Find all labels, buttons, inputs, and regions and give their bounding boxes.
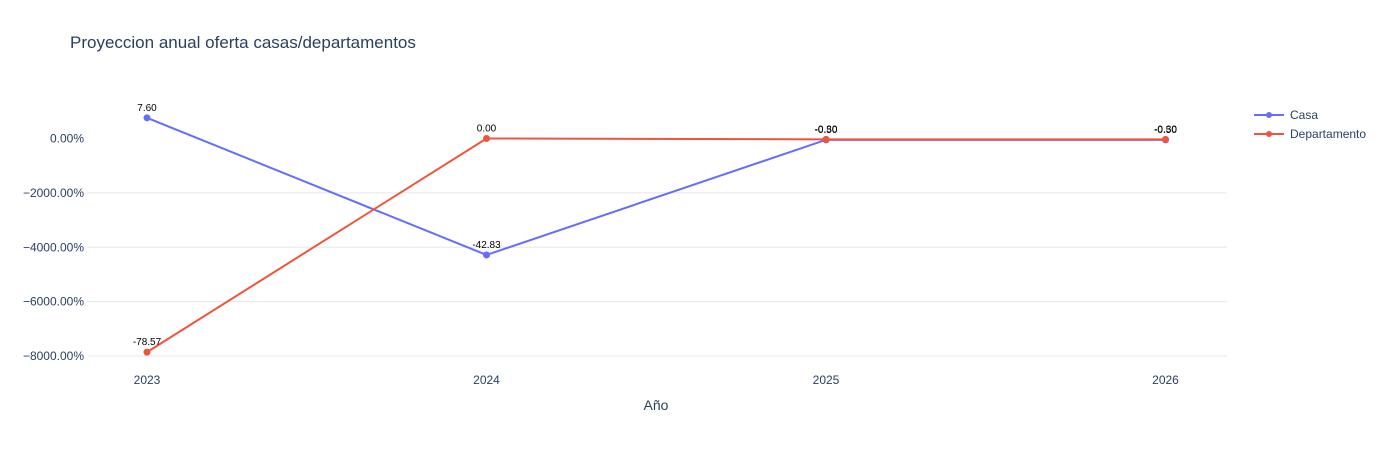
data-point[interactable] [143, 348, 151, 356]
data-label: -0.30 [815, 124, 838, 135]
x-axis-label: Año [644, 397, 669, 413]
data-label: 0.00 [477, 124, 497, 135]
legend-item-casa[interactable]: Casa [1254, 108, 1318, 122]
data-label: -0.30 [1154, 124, 1177, 135]
data-point[interactable] [143, 114, 151, 122]
chart-title: Proyeccion anual oferta casas/departamen… [70, 33, 416, 52]
legend-item-departamento[interactable]: Departamento [1254, 127, 1366, 141]
y-tick-label: −4000.00% [23, 240, 84, 254]
legend-swatch-marker [1266, 131, 1272, 137]
x-tick-label: 2023 [134, 373, 161, 387]
y-tick-label: −6000.00% [23, 295, 84, 309]
series-departamento: -78.57 0.00 -0.30 -0.30 [133, 124, 1177, 356]
x-tick-label: 2026 [1152, 373, 1179, 387]
legend[interactable]: Casa Departamento [1254, 108, 1366, 141]
y-tick-label: −2000.00% [23, 186, 84, 200]
data-point[interactable] [822, 135, 830, 143]
series-casa: 7.60 -42.83 -0.50 -0.50 [137, 103, 1177, 259]
x-axis-ticks: 2023 2024 2025 2026 [134, 373, 1180, 387]
data-label: -0.50 [815, 125, 838, 136]
data-label: -78.57 [133, 337, 162, 348]
legend-label: Departamento [1290, 127, 1366, 141]
y-tick-label: 0.00% [50, 132, 84, 146]
series-lines: 7.60 -42.83 -0.50 -0.50 -78.57 0.00 -0.30 -0.30 [133, 103, 1177, 356]
data-label: -0.50 [1154, 125, 1177, 136]
legend-swatch-marker [1266, 112, 1272, 118]
x-tick-label: 2025 [813, 373, 840, 387]
y-axis-ticks: 0.00% −2000.00% −4000.00% −6000.00% −8000.00… [23, 132, 84, 364]
data-point[interactable] [483, 251, 490, 259]
legend-label: Casa [1290, 108, 1318, 122]
data-label: -42.83 [472, 240, 501, 251]
gridlines [87, 192, 1227, 357]
data-label: 7.60 [137, 103, 157, 114]
x-tick-label: 2024 [473, 373, 500, 387]
data-point[interactable] [1162, 135, 1169, 143]
series-line [146, 137, 1166, 353]
y-tick-label: −8000.00% [23, 349, 84, 363]
data-point[interactable] [483, 135, 490, 142]
